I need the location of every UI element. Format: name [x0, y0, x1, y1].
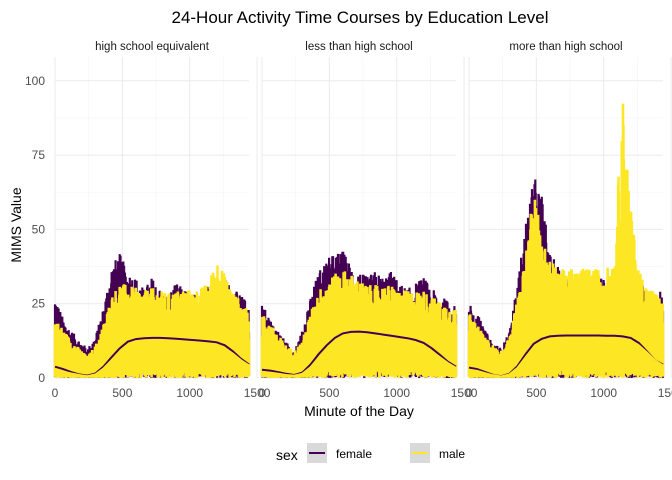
facet-panel: more than high school 0 500 1000 1500 — [466, 41, 672, 400]
legend: sex female male — [276, 443, 465, 463]
legend-label: male — [439, 447, 465, 461]
y-tick-label: 0 — [38, 371, 45, 385]
x-tick-label: 0 — [259, 386, 266, 400]
legend-entry: female — [307, 443, 372, 463]
male-smooth-line — [468, 337, 664, 378]
x-tick-label: 500 — [112, 386, 132, 400]
x-tick-label: 1000 — [590, 386, 617, 400]
y-axis-title: MIMS Value — [8, 187, 24, 262]
x-tick-label: 0 — [466, 386, 473, 400]
y-tick-label: 50 — [32, 222, 46, 236]
y-tick-label: 100 — [25, 74, 45, 88]
facet-strip-label: less than high school — [305, 41, 412, 53]
x-tick-label: 1000 — [383, 386, 410, 400]
x-tick-label: 1000 — [176, 386, 203, 400]
x-tick-label: 1500 — [658, 386, 672, 400]
y-tick-label: 25 — [32, 297, 46, 311]
x-tick-label: 500 — [319, 386, 339, 400]
x-axis-title: Minute of the Day — [304, 403, 414, 419]
x-tick-label: 500 — [526, 386, 546, 400]
facet-strip-label: high school equivalent — [95, 41, 210, 53]
male-smooth-line — [54, 339, 250, 378]
facet-panel: less than high school 0 500 1000 1500 — [259, 41, 478, 400]
chart-title: 24-Hour Activity Time Courses by Educati… — [171, 8, 548, 27]
legend-label: female — [336, 447, 372, 461]
x-tick-label: 1500 — [244, 386, 271, 400]
legend-entry: male — [410, 443, 465, 463]
facet-strip-label: more than high school — [509, 41, 622, 53]
x-tick-label: 1500 — [451, 386, 478, 400]
male-activity-trace — [467, 103, 665, 378]
y-tick-label: 75 — [32, 148, 46, 162]
male-smooth-line — [261, 334, 457, 377]
x-tick-label: 0 — [52, 386, 59, 400]
legend-title: sex — [276, 447, 298, 463]
